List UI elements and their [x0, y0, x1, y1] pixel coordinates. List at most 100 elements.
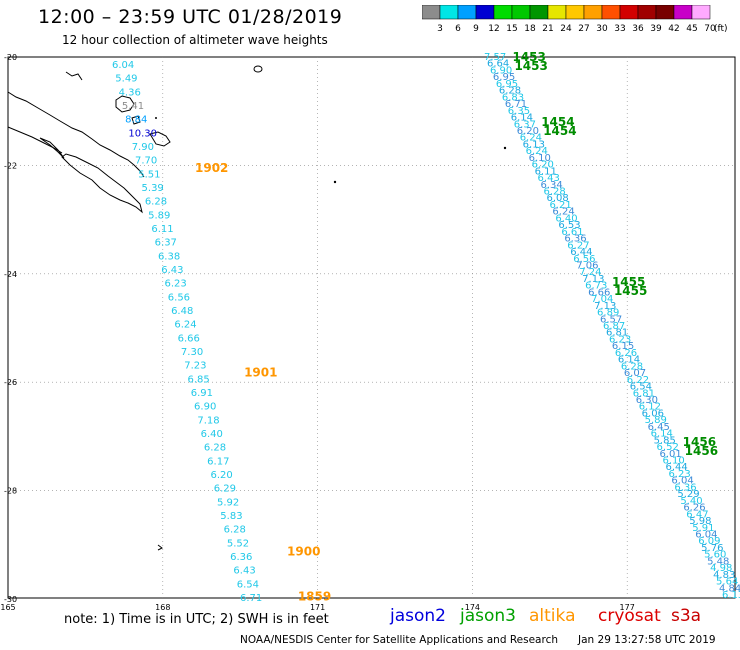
wave-height-value: 5.39 [142, 183, 164, 194]
wave-height-value: 6.26 [683, 503, 705, 514]
wave-height-value: 6.43 [538, 173, 560, 184]
wave-height-value: 6.23 [609, 334, 631, 345]
wave-height-value: 6.38 [158, 251, 180, 262]
wave-height-value: 6.24 [174, 320, 196, 331]
wave-height-value: 6.36 [674, 482, 696, 493]
wave-height-value: 6.10 [529, 153, 551, 164]
colorbar-tick: 70 [704, 24, 716, 34]
colorbar-tick: 12 [488, 24, 499, 34]
wave-height-value: 6.24 [520, 133, 542, 144]
colorbar-tick: 33 [614, 24, 625, 34]
wave-height-value: 6.27 [567, 240, 589, 251]
legend-s3a: s3a [671, 606, 702, 626]
wave-height-value: 8.84 [125, 115, 147, 126]
wave-height-value: 6.40 [555, 213, 577, 224]
legend-altika: altika [529, 606, 576, 626]
wave-height-value: 6.28 [204, 443, 226, 454]
track-time-label: 1900 [287, 544, 320, 558]
wave-height-value: 6.66 [588, 287, 610, 298]
legend-cryosat: cryosat [598, 606, 661, 626]
wave-height-value: 6.30 [636, 395, 658, 406]
track-time-label: 1902 [195, 161, 228, 175]
wave-height-value: 6.71 [240, 593, 262, 604]
credit-line: NOAA/NESDIS Center for Satellite Applica… [240, 634, 558, 646]
wave-height-value: 7.06 [576, 260, 598, 271]
wave-height-value: 6.64 [487, 59, 509, 70]
wave-height-value: 6.09 [698, 536, 720, 547]
wave-height-value: 6.90 [490, 65, 512, 76]
track-time-label: 1456 [683, 435, 716, 449]
wave-height-value: 5.40 [680, 496, 702, 507]
wave-height-value: 6.90 [194, 402, 216, 413]
wave-height-value: 6.45 [648, 422, 670, 433]
colorbar-tick: 30 [596, 24, 608, 34]
wave-height-value: 6.48 [171, 306, 193, 317]
colorbar-tick: 45 [686, 24, 697, 34]
lat-label: -20 [4, 53, 17, 62]
wave-height-value: 6.71 [505, 99, 527, 110]
wave-height-value: 6.87 [603, 321, 625, 332]
wave-height-value: 7.13 [594, 301, 616, 312]
wave-height-value: 6.24 [552, 207, 574, 218]
wave-height-value: 6.34 [541, 180, 563, 191]
wave-height-value: 5.52 [227, 538, 249, 549]
colorbar-tick: 3 [437, 24, 443, 34]
wave-height-value: 5.91 [692, 523, 714, 534]
wave-height-value: 7.18 [197, 415, 219, 426]
colorbar-tick: 15 [506, 24, 517, 34]
wave-height-value: 6.14 [651, 429, 673, 440]
lat-label: -30 [4, 595, 17, 604]
wave-height-value: 6.36 [230, 552, 252, 563]
wave-height-value: 6.07 [624, 368, 646, 379]
track-time-label: 1456 [685, 444, 718, 458]
wave-height-value: 6.28 [621, 361, 643, 372]
wave-height-value: 6.40 [201, 429, 223, 440]
altimeter-track-west: 6.04 5.49 4.36 5.41 8.84 10.30 7.90 7.70 5.51 5.3… [112, 60, 331, 604]
wave-height-value: 6.73 [585, 281, 607, 292]
lon-label: 177 [620, 603, 635, 612]
wave-height-value: 6.35 [508, 106, 530, 117]
legend-jason3: jason3 [460, 606, 516, 626]
wave-height-value: 7.13 [582, 274, 604, 285]
map-subtitle: 12 hour collection of altimeter wave hei… [62, 33, 328, 47]
wave-height-value: 5.60 [704, 550, 726, 561]
wave-height-value: 6.04 [671, 476, 693, 487]
wave-height-value: 6.20 [517, 126, 539, 137]
wave-height-value: 5.76 [701, 543, 723, 554]
lon-label: 165 [0, 603, 15, 612]
wave-height-value: 6.83 [502, 92, 524, 103]
colorbar-tick: 6 [455, 24, 461, 34]
wave-height-value: 6.54 [237, 579, 259, 590]
wave-height-value: 6.08 [546, 193, 568, 204]
wave-height-value: 5.49 [115, 74, 137, 85]
colorbar-tick: 21 [542, 24, 553, 34]
legend-jason2: jason2 [390, 606, 446, 626]
track-time-label: 1859 [298, 589, 331, 603]
wave-height-value: 6.28 [145, 197, 167, 208]
wave-height-value: 6.23 [668, 469, 690, 480]
generation-timestamp: Jan 29 13:27:58 UTC 2019 [578, 634, 716, 646]
colorbar-tick: 36 [632, 24, 644, 34]
coastline [7, 65, 507, 551]
lat-label: -28 [4, 487, 17, 496]
wave-height-value: 6.20 [532, 160, 554, 171]
wave-height-value: 6.56 [573, 254, 595, 265]
wave-height-value: 6.47 [686, 509, 708, 520]
wave-height-value: 6.89 [597, 308, 619, 319]
map-title: 12:00 – 23:59 UTC 01/28/2019 [38, 6, 343, 28]
colorbar-tick: 42 [668, 24, 679, 34]
wave-height-value: 5.64 [716, 577, 738, 588]
colorbar-tick: 24 [560, 24, 572, 34]
colorbar-tick: 39 [650, 24, 662, 34]
wave-height-value: 4.36 [119, 87, 141, 98]
wave-height-value: 4.98 [710, 563, 732, 574]
wave-height-value: 7.30 [181, 347, 203, 358]
track-time-label: 1455 [614, 284, 647, 298]
wave-height-value: 6.54 [630, 382, 652, 393]
wave-height-value: 6.43 [161, 265, 183, 276]
wave-height-value: 6.61 [561, 227, 583, 238]
wave-height-value: 5.51 [138, 169, 160, 180]
wave-height-value: 6.04 [695, 529, 717, 540]
wave-height-value: 6.15 [612, 341, 634, 352]
wave-height-value: 6.52 [657, 442, 679, 453]
